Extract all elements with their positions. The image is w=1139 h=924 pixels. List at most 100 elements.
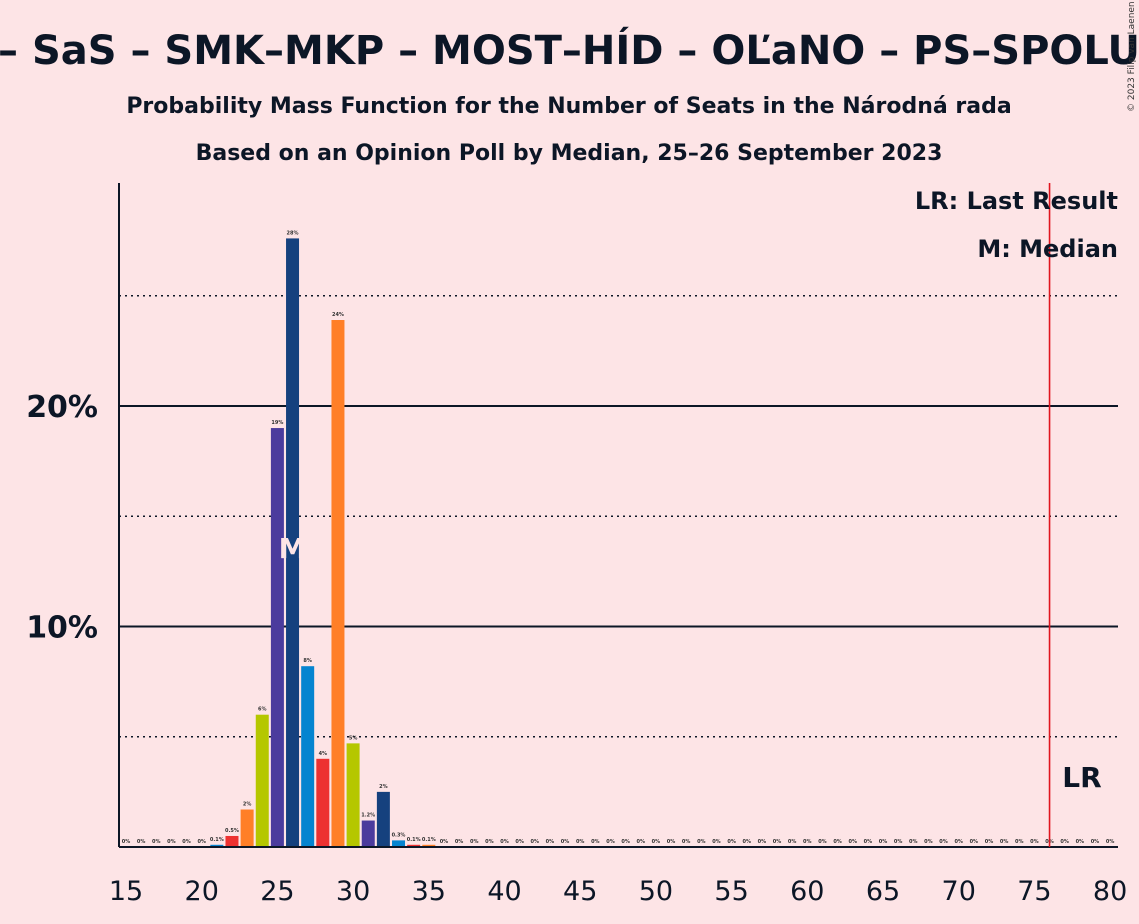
bar-value-label: 2% — [243, 802, 252, 808]
bar-value-label: 0.1% — [407, 837, 421, 843]
x-tick-label: 45 — [563, 876, 597, 907]
bar-value-label: 0% — [1091, 839, 1100, 845]
bar-value-label: 0% — [440, 839, 449, 845]
bar-value-label: 0% — [1076, 839, 1085, 845]
bar-value-label: 4% — [319, 751, 328, 757]
bar — [407, 844, 421, 847]
bar — [422, 844, 436, 847]
bar-value-label: 0% — [182, 839, 191, 845]
bar — [301, 666, 315, 847]
bar-value-label: 0% — [970, 839, 979, 845]
bar-value-label: 28% — [287, 230, 299, 236]
x-tick-label: 30 — [336, 876, 370, 907]
bar-value-label: 19% — [271, 420, 283, 426]
bar-value-label: 0% — [500, 839, 509, 845]
bar — [255, 714, 269, 847]
bar-value-label: 2% — [379, 784, 388, 790]
bar-value-label: 0% — [652, 839, 661, 845]
legend-median: M: Median — [977, 235, 1118, 263]
bar-value-label: 0% — [122, 839, 131, 845]
bar-value-label: 0% — [137, 839, 146, 845]
bar-value-label: 0% — [833, 839, 842, 845]
chart-title-group: – SaS – SMK–MKP – MOST–HÍD – OĽaNO – PS–… — [0, 26, 1139, 166]
bar-value-label: 0.3% — [392, 832, 406, 838]
median-marker-label: M — [279, 532, 307, 565]
bar — [270, 428, 284, 847]
y-tick-label: 10% — [26, 611, 98, 646]
gridlines — [119, 294, 1118, 738]
bars — [210, 238, 436, 848]
x-tick-label: 55 — [714, 876, 748, 907]
bar-value-label: 8% — [303, 658, 312, 664]
x-tick-label: 35 — [412, 876, 446, 907]
bar — [316, 758, 330, 847]
bar-value-label: 0% — [924, 839, 933, 845]
x-tick-label: 40 — [487, 876, 521, 907]
bar-value-label: 0% — [1015, 839, 1024, 845]
bar-value-label: 0% — [561, 839, 570, 845]
bar-value-label: 0% — [803, 839, 812, 845]
bar-value-label: 0% — [848, 839, 857, 845]
bar-value-label: 5% — [349, 735, 358, 741]
bar-value-label: 0% — [167, 839, 176, 845]
x-tick-label: 20 — [185, 876, 219, 907]
markers: LR M — [279, 183, 1102, 847]
bar-value-label: 0% — [712, 839, 721, 845]
bar-value-label: 0% — [788, 839, 797, 845]
bar-value-label: 0% — [727, 839, 736, 845]
bar-value-label: 24% — [332, 312, 344, 318]
chart-subtitle-1: Probability Mass Function for the Number… — [126, 94, 1011, 119]
bar-value-label: 0% — [197, 839, 206, 845]
bar-value-label: 6% — [258, 707, 267, 713]
bar — [225, 835, 239, 847]
axes: 10% 20% 15 20 25 30 35 40 45 50 55 60 65 70 75 80 — [26, 183, 1127, 907]
x-tick-label: 60 — [790, 876, 824, 907]
x-tick-label: 80 — [1093, 876, 1127, 907]
copyright-notice: © 2023 Filip van Laenen — [1127, 1, 1137, 112]
bar-value-label: 0% — [591, 839, 600, 845]
bar-value-label: 0% — [818, 839, 827, 845]
bar-value-label: 0% — [894, 839, 903, 845]
bar-value-label: 0% — [985, 839, 994, 845]
bar — [376, 791, 390, 847]
bar-value-label: 0% — [531, 839, 540, 845]
bar-value-label: 0.1% — [422, 837, 436, 843]
bar-value-label: 0% — [637, 839, 646, 845]
bar-value-label: 0% — [606, 839, 615, 845]
bar-value-label: 0% — [1030, 839, 1039, 845]
bar — [240, 809, 254, 847]
bar-labels: 0% 0% 0% 0% 0% 0% 0.1%0.5%2%6%19%28%8%4%24%5%1… — [122, 230, 1115, 845]
bar-value-label: 0% — [1000, 839, 1009, 845]
last-result-marker-label: LR — [1062, 761, 1101, 794]
bar-value-label: 0.5% — [225, 828, 239, 834]
bar — [331, 320, 345, 847]
bar-value-label: 1.2% — [361, 813, 375, 819]
bar-value-label: 0% — [667, 839, 676, 845]
chart-title: – SaS – SMK–MKP – MOST–HÍD – OĽaNO – PS–… — [0, 26, 1139, 74]
bar-value-label: 0% — [515, 839, 524, 845]
bar-value-label: 0% — [455, 839, 464, 845]
bar-value-label: 0% — [470, 839, 479, 845]
bar — [210, 844, 224, 847]
bar-value-label: 0% — [546, 839, 555, 845]
legend: LR: Last Result M: Median — [915, 187, 1118, 263]
bar-value-label: 0% — [1106, 839, 1115, 845]
bar — [286, 238, 300, 848]
bar-value-label: 0% — [742, 839, 751, 845]
x-tick-label: 75 — [1017, 876, 1051, 907]
bar — [392, 840, 406, 847]
x-tick-label: 65 — [866, 876, 900, 907]
bar-value-label: 0% — [773, 839, 782, 845]
chart-subtitle-2: Based on an Opinion Poll by Median, 25–2… — [196, 141, 943, 166]
x-tick-label: 15 — [109, 876, 143, 907]
x-tick-label: 70 — [942, 876, 976, 907]
bar-value-label: 0% — [939, 839, 948, 845]
bar-value-label: 0.1% — [210, 837, 224, 843]
bar-value-label: 0% — [1060, 839, 1069, 845]
bar-value-label: 0% — [697, 839, 706, 845]
y-tick-label: 20% — [26, 390, 98, 425]
legend-last-result: LR: Last Result — [915, 187, 1118, 215]
bar-value-label: 0% — [864, 839, 873, 845]
bar-value-label: 0% — [682, 839, 691, 845]
